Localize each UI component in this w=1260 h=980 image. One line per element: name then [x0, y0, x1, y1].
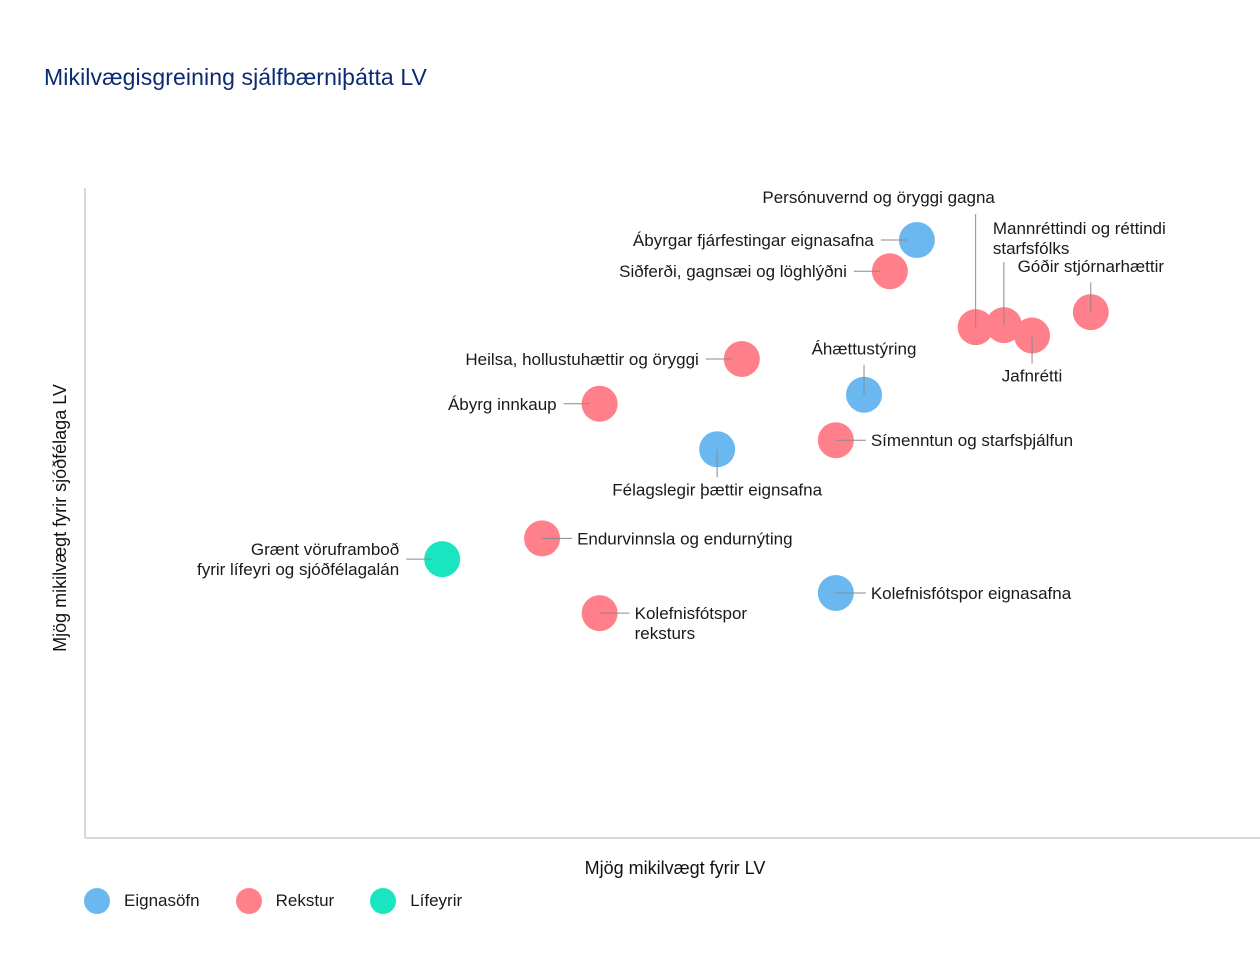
label-abyrg-innkaup: Ábyrg innkaup: [448, 395, 557, 414]
point-label-line: Símenntun og starfsþjálfun: [871, 431, 1073, 450]
label-felagslegir-ttir-eignsafna: Félagslegir þættir eignsafna: [612, 480, 822, 499]
legend-label: Rekstur: [275, 891, 335, 910]
point-labels: Ábyrgar fjárfestingar eignasafna Siðferði…: [197, 188, 1166, 643]
label-abyrgar-fjarfestingar-eignasafna: Ábyrgar fjárfestingar eignasafna: [633, 231, 875, 250]
point-heilsa-hollustuh-ttir-og-oryggi[interactable]: [723, 340, 760, 377]
label-endurvinnsla-og-endurnyting: Endurvinnsla og endurnýting: [577, 529, 792, 548]
point-label-line: Ábyrg innkaup: [448, 395, 557, 414]
point-abyrg-innkaup[interactable]: [581, 385, 618, 422]
label-go-ir-stjornarh-ttir: Góðir stjórnarhættir: [1018, 257, 1165, 276]
scatter-points: Ábyrgar fjárfestingar eignasafna Siðferði…: [197, 188, 1166, 643]
legend-label: Lífeyrir: [410, 891, 463, 910]
point-abyrgar-fjarfestingar-eignasafna[interactable]: [898, 222, 935, 258]
label-personuvernd-og-oryggi-gagna: Persónuvernd og öryggi gagna: [762, 188, 995, 207]
label-gr-nt-voruframbo-fyrir-lifeyri-og-sjo-felagalan: Grænt vöruframboð fyrir lífeyri og sjóðfé…: [197, 540, 399, 579]
point-label-line: Persónuvernd og öryggi gagna: [762, 188, 995, 207]
point-label-line: Heilsa, hollustuhættir og öryggi: [465, 350, 698, 369]
point-label-line: Kolefnisfótspor eignasafna: [871, 584, 1072, 603]
legend-item-lifeyrir[interactable]: Lífeyrir: [370, 888, 462, 914]
label-si-fer-i-gagns-i-og-loghly-ni: Siðferði, gagnsæi og löghlýðni: [619, 262, 847, 281]
point-label-line: Grænt vöruframboð: [251, 540, 399, 559]
point-label-line: fyrir lífeyri og sjóðfélagalán: [197, 560, 399, 579]
point-label-line: Siðferði, gagnsæi og löghlýðni: [619, 262, 847, 281]
point-label-line: reksturs: [635, 624, 695, 643]
point-label-line: Góðir stjórnarhættir: [1018, 257, 1165, 276]
point-gr-nt-voruframbo-fyrir-lifeyri-og-sjo-felagalan[interactable]: [424, 541, 461, 578]
y-axis-title: Mjög mikilvægt fyrir sjóðfélaga LV: [50, 384, 70, 652]
label-kolefnisfotspor-reksturs: Kolefnisfótspor reksturs: [635, 604, 748, 643]
legend-swatch-lifeyrir: [370, 888, 397, 914]
label-mannrettindi-og-rettindi-starfsfolks: Mannréttindi og réttindi starfsfólks: [993, 219, 1166, 258]
label-simenntun-og-starfs-jalfun: Símenntun og starfsþjálfun: [871, 431, 1073, 450]
point-label-line: Endurvinnsla og endurnýting: [577, 529, 792, 548]
legend-swatch-rekstur: [235, 888, 262, 914]
label-ah-ttustyring: Áhættustýring: [812, 340, 917, 359]
x-axis-title: Mjög mikilvægt fyrir LV: [585, 858, 766, 878]
point-label-line: Mannréttindi og réttindi: [993, 219, 1166, 238]
legend-swatch-eignasofn: [84, 888, 110, 914]
legend-label: Eignasöfn: [124, 891, 200, 910]
point-label-line: Ábyrgar fjárfestingar eignasafna: [633, 231, 875, 250]
point-label-line: Kolefnisfótspor: [635, 604, 748, 623]
point-si-fer-i-gagns-i-og-loghly-ni[interactable]: [871, 253, 908, 290]
legend-item-eignasofn[interactable]: Eignasöfn: [84, 888, 200, 914]
label-heilsa-hollustuh-ttir-og-oryggi: Heilsa, hollustuhættir og öryggi: [465, 350, 698, 369]
point-label-line: Félagslegir þættir eignsafna: [612, 480, 822, 499]
legend: Eignasöfn Rekstur Lífeyrir: [84, 888, 498, 914]
label-kolefnisfotspor-eignasafna: Kolefnisfótspor eignasafna: [871, 584, 1072, 603]
point-label-line: Jafnrétti: [1002, 367, 1062, 386]
point-label-line: starfsfólks: [993, 239, 1070, 258]
chart-title: Mikilvægisgreining sjálfbærniþátta LV: [44, 64, 427, 90]
label-jafnretti: Jafnrétti: [1002, 367, 1062, 386]
legend-item-rekstur[interactable]: Rekstur: [235, 888, 335, 914]
point-label-line: Áhættustýring: [812, 340, 917, 359]
